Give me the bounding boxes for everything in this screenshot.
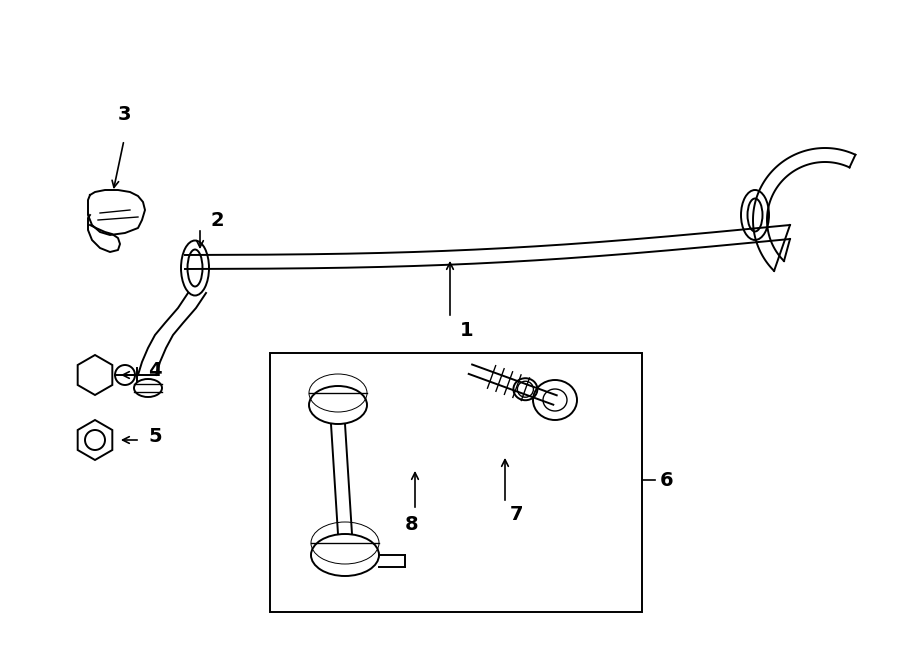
Text: 6: 6 (660, 471, 673, 490)
Text: 2: 2 (210, 210, 223, 229)
Text: 1: 1 (460, 321, 473, 340)
Text: 3: 3 (118, 106, 131, 124)
Bar (270, 353, 642, 612)
Text: 4: 4 (148, 360, 162, 379)
Text: 5: 5 (148, 426, 162, 446)
Text: 8: 8 (405, 516, 418, 535)
Text: 7: 7 (510, 506, 524, 524)
